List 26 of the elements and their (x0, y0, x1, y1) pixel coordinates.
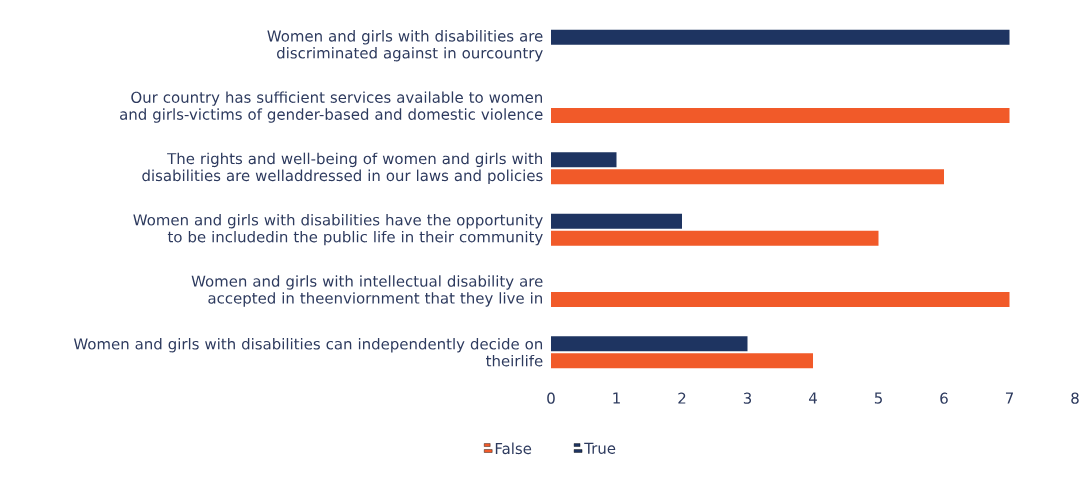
x-tick-label: 1 (613, 392, 620, 404)
bar (551, 230, 879, 246)
x-tick-label: 0 (547, 392, 555, 404)
x-tick-label: 4 (808, 392, 817, 404)
y-tick-label: Women and girls with intellectual disability are accepted in theenviornment that they live in (191, 275, 543, 307)
bar (551, 336, 748, 352)
y-tick-label: Women and girls with disabilities are discriminated against in ourcountry (267, 30, 543, 62)
x-tick-label: 6 (940, 392, 948, 404)
legend-label: True (584, 442, 616, 454)
x-tick-label: 8 (1071, 392, 1079, 404)
bar (551, 169, 944, 185)
x-tick-label: 2 (678, 392, 686, 404)
bar (551, 291, 1010, 307)
bar (551, 213, 682, 229)
y-tick-label: The rights and well-being of women and girls with disabilities are welladdressed in our laws and policies (142, 152, 543, 185)
x-tick-label: 5 (874, 392, 882, 404)
y-tick-label: Women and girls with disabilities have the opportunity to be includedin the public life in their community (133, 213, 543, 246)
bar (551, 108, 1010, 124)
bar (551, 152, 617, 168)
bar (551, 29, 1010, 45)
y-tick-label: Women and girls with disabilities can independently decide on theirlife (73, 337, 543, 367)
x-tick-label: 7 (1005, 392, 1013, 404)
x-tick-label: 3 (743, 392, 752, 404)
bar (551, 353, 813, 369)
legend-label: False (495, 442, 532, 455)
y-tick-label: Our country has sufficient services available to women and girls-victims of gender-based and domestic violence (120, 91, 543, 123)
